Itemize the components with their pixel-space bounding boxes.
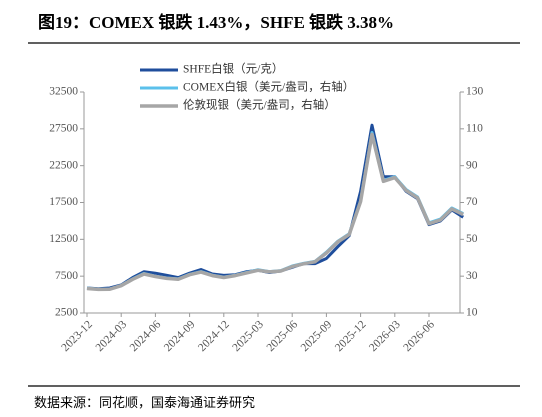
y2-tick-label: 130: [466, 86, 484, 98]
x-tick-label: 2023-12: [59, 318, 95, 354]
x-tick-label: 2025-09: [299, 318, 335, 354]
x-tick-label: 2025-06: [265, 318, 301, 354]
series-line: [86, 132, 464, 292]
legend-label: COMEX白银（美元/盎司，右轴）: [183, 80, 354, 94]
legend-label: SHFE白银（元/克）: [183, 62, 283, 76]
y2-tick-label: 30: [466, 270, 478, 282]
y2-tick-label: 110: [466, 122, 483, 134]
x-tick-label: 2024-09: [162, 318, 198, 354]
y-tick-label: 17500: [49, 196, 78, 208]
x-tick-label: 2025-12: [333, 318, 369, 354]
y-tick-label: 2500: [55, 307, 78, 319]
x-tick-label: 2026-03: [367, 318, 403, 354]
y-tick-label: 32500: [49, 86, 78, 98]
legend-label: 伦敦现银（美元/盎司，右轴）: [183, 98, 336, 112]
y2-tick-label: 90: [466, 159, 478, 171]
y-tick-label: 7500: [55, 270, 78, 282]
x-tick-label: 2024-12: [196, 318, 232, 354]
y2-tick-label: 10: [466, 307, 478, 319]
series-line: [86, 123, 465, 291]
y2-tick-label: 70: [466, 196, 478, 208]
x-tick-label: 2024-03: [94, 318, 130, 354]
y-tick-label: 22500: [49, 159, 78, 171]
chart-title: 图19：COMEX 银跌 1.43%，SHFE 银跌 3.38%: [38, 12, 394, 32]
x-tick-label: 2024-06: [128, 318, 164, 354]
y-tick-label: 27500: [49, 122, 78, 134]
x-tick-label: 2026-06: [401, 318, 437, 354]
series-line: [86, 131, 464, 291]
y-tick-label: 12500: [49, 233, 78, 245]
y2-tick-label: 50: [466, 233, 478, 245]
source: 数据来源：同花顺，国泰海通证券研究: [34, 395, 255, 410]
x-tick-label: 2025-03: [230, 318, 266, 354]
